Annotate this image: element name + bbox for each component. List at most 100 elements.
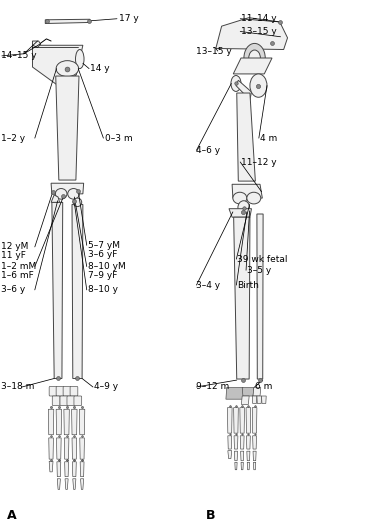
Polygon shape bbox=[228, 436, 232, 449]
Polygon shape bbox=[228, 408, 232, 433]
Text: 5–7 yM: 5–7 yM bbox=[88, 241, 120, 250]
Ellipse shape bbox=[247, 192, 261, 204]
Text: 8–10 y: 8–10 y bbox=[88, 285, 118, 294]
FancyBboxPatch shape bbox=[49, 386, 57, 396]
Polygon shape bbox=[247, 462, 249, 470]
Polygon shape bbox=[73, 479, 76, 489]
Polygon shape bbox=[56, 76, 79, 180]
Polygon shape bbox=[32, 45, 83, 86]
Polygon shape bbox=[241, 462, 244, 470]
Text: 13–15 y: 13–15 y bbox=[241, 27, 277, 36]
Polygon shape bbox=[72, 409, 77, 435]
Polygon shape bbox=[52, 202, 63, 378]
Polygon shape bbox=[253, 451, 256, 461]
Text: B: B bbox=[206, 509, 216, 522]
Polygon shape bbox=[48, 409, 54, 435]
Polygon shape bbox=[57, 462, 61, 477]
Text: 14 y: 14 y bbox=[90, 64, 109, 73]
Text: 4–9 y: 4–9 y bbox=[94, 383, 118, 392]
Polygon shape bbox=[235, 451, 238, 461]
Polygon shape bbox=[79, 409, 85, 435]
Polygon shape bbox=[233, 58, 272, 74]
FancyBboxPatch shape bbox=[67, 396, 75, 405]
Polygon shape bbox=[72, 438, 77, 459]
Text: 13–15 y: 13–15 y bbox=[196, 47, 232, 56]
Text: 7–9 yF: 7–9 yF bbox=[88, 271, 117, 280]
Polygon shape bbox=[252, 408, 257, 433]
FancyBboxPatch shape bbox=[63, 386, 71, 396]
FancyBboxPatch shape bbox=[70, 386, 78, 396]
Polygon shape bbox=[56, 438, 61, 459]
Text: 4–6 y: 4–6 y bbox=[196, 146, 221, 155]
Polygon shape bbox=[246, 408, 251, 433]
Ellipse shape bbox=[249, 50, 260, 66]
Polygon shape bbox=[228, 451, 232, 459]
Polygon shape bbox=[234, 408, 238, 433]
Text: 3–6 yF: 3–6 yF bbox=[88, 250, 117, 259]
Text: 17 y: 17 y bbox=[119, 14, 138, 23]
Polygon shape bbox=[242, 387, 254, 396]
Polygon shape bbox=[237, 93, 255, 181]
FancyBboxPatch shape bbox=[74, 396, 82, 405]
Text: 3–18 m: 3–18 m bbox=[2, 383, 35, 392]
Text: 3–5 y: 3–5 y bbox=[247, 266, 271, 275]
Polygon shape bbox=[216, 18, 287, 49]
Polygon shape bbox=[64, 438, 69, 459]
Polygon shape bbox=[247, 451, 250, 461]
Polygon shape bbox=[240, 436, 244, 449]
Polygon shape bbox=[80, 462, 84, 477]
Text: 0–3 m: 0–3 m bbox=[105, 134, 132, 143]
Ellipse shape bbox=[244, 44, 265, 72]
Polygon shape bbox=[65, 462, 68, 477]
Polygon shape bbox=[57, 479, 60, 489]
Text: Birth: Birth bbox=[237, 280, 259, 289]
Polygon shape bbox=[64, 409, 69, 435]
Text: 1–2 mM: 1–2 mM bbox=[2, 262, 37, 271]
Text: A: A bbox=[7, 509, 16, 522]
Polygon shape bbox=[56, 409, 61, 435]
Ellipse shape bbox=[250, 74, 267, 97]
FancyBboxPatch shape bbox=[52, 396, 60, 405]
Polygon shape bbox=[229, 209, 251, 217]
Polygon shape bbox=[51, 195, 60, 202]
Polygon shape bbox=[247, 436, 250, 449]
Polygon shape bbox=[226, 387, 244, 399]
Polygon shape bbox=[49, 461, 53, 472]
Ellipse shape bbox=[68, 188, 79, 199]
Polygon shape bbox=[32, 41, 40, 47]
Polygon shape bbox=[241, 451, 244, 461]
Ellipse shape bbox=[73, 198, 82, 206]
Polygon shape bbox=[232, 184, 262, 198]
Polygon shape bbox=[261, 396, 266, 403]
Text: 11 yF: 11 yF bbox=[2, 252, 26, 261]
FancyBboxPatch shape bbox=[56, 386, 64, 396]
Ellipse shape bbox=[231, 76, 241, 92]
Polygon shape bbox=[242, 396, 249, 404]
Polygon shape bbox=[253, 387, 261, 396]
Text: 1–6 mF: 1–6 mF bbox=[2, 271, 34, 280]
Polygon shape bbox=[257, 396, 261, 403]
Polygon shape bbox=[49, 438, 53, 459]
Text: 11–12 y: 11–12 y bbox=[241, 157, 277, 167]
Text: 3–6 y: 3–6 y bbox=[2, 285, 26, 294]
Text: 6 m: 6 m bbox=[255, 383, 273, 392]
Text: 8–10 yM: 8–10 yM bbox=[88, 262, 126, 271]
Ellipse shape bbox=[55, 188, 67, 199]
Text: 39 wk fetal: 39 wk fetal bbox=[237, 255, 287, 263]
Text: 1–2 y: 1–2 y bbox=[2, 134, 26, 143]
Polygon shape bbox=[240, 408, 245, 433]
Polygon shape bbox=[81, 479, 84, 489]
Polygon shape bbox=[252, 436, 256, 449]
Text: 12 yM: 12 yM bbox=[2, 243, 29, 252]
Text: 11–14 y: 11–14 y bbox=[241, 14, 277, 23]
Polygon shape bbox=[235, 462, 237, 470]
Polygon shape bbox=[234, 217, 250, 379]
Polygon shape bbox=[253, 462, 256, 470]
Polygon shape bbox=[72, 462, 76, 477]
Polygon shape bbox=[72, 204, 83, 378]
Polygon shape bbox=[45, 19, 90, 23]
Polygon shape bbox=[236, 80, 251, 100]
Polygon shape bbox=[80, 438, 84, 459]
Polygon shape bbox=[65, 479, 68, 489]
Polygon shape bbox=[234, 436, 238, 449]
